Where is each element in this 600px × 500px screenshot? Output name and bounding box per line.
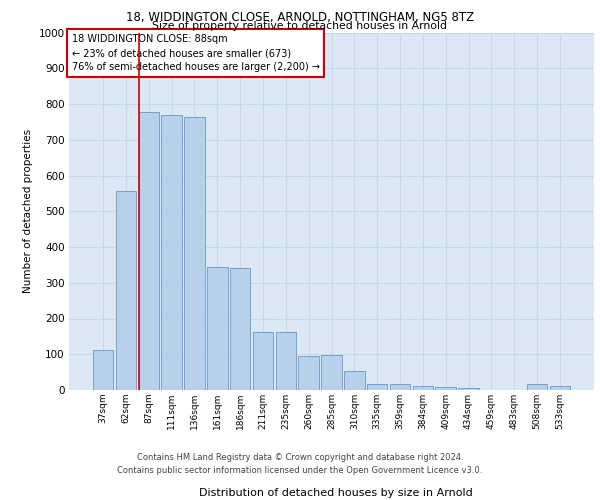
Bar [93, 350, 113, 390]
Bar [230, 268, 250, 390]
Bar [253, 332, 273, 390]
Bar [298, 356, 319, 390]
Text: 18, WIDDINGTON CLOSE, ARNOLD, NOTTINGHAM, NG5 8TZ: 18, WIDDINGTON CLOSE, ARNOLD, NOTTINGHAM… [126, 11, 474, 24]
Bar [116, 191, 136, 390]
Bar [275, 332, 296, 390]
Bar [413, 386, 433, 390]
Text: Distribution of detached houses by size in Arnold: Distribution of detached houses by size … [199, 488, 473, 498]
Bar [550, 386, 570, 390]
Text: Contains HM Land Registry data © Crown copyright and database right 2024.: Contains HM Land Registry data © Crown c… [137, 452, 463, 462]
Bar [321, 356, 342, 390]
Text: Size of property relative to detached houses in Arnold: Size of property relative to detached ho… [152, 21, 448, 31]
Text: Contains public sector information licensed under the Open Government Licence v3: Contains public sector information licen… [118, 466, 482, 475]
Bar [367, 384, 388, 390]
Bar [161, 114, 182, 390]
Bar [527, 384, 547, 390]
Text: 18 WIDDINGTON CLOSE: 88sqm
← 23% of detached houses are smaller (673)
76% of sem: 18 WIDDINGTON CLOSE: 88sqm ← 23% of deta… [71, 34, 320, 72]
Bar [458, 388, 479, 390]
Bar [207, 268, 227, 390]
Y-axis label: Number of detached properties: Number of detached properties [23, 129, 33, 294]
Bar [139, 112, 159, 390]
Bar [184, 116, 205, 390]
Bar [436, 387, 456, 390]
Bar [344, 372, 365, 390]
Bar [390, 384, 410, 390]
